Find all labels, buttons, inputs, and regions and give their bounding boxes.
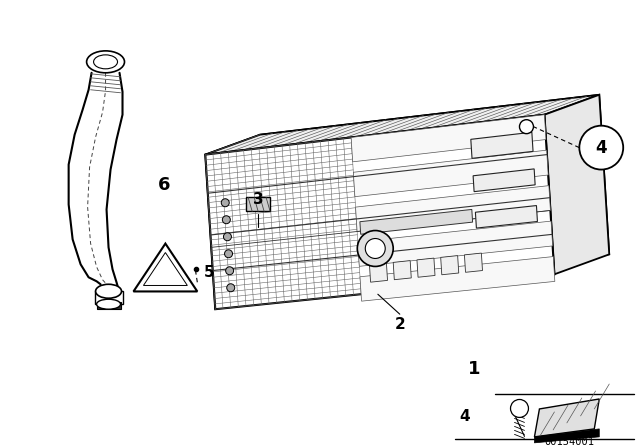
Polygon shape: [360, 257, 555, 301]
Polygon shape: [353, 150, 548, 197]
Polygon shape: [260, 95, 609, 289]
Ellipse shape: [97, 299, 120, 309]
Circle shape: [221, 199, 229, 207]
Text: 3: 3: [253, 192, 264, 207]
Polygon shape: [97, 302, 120, 309]
Circle shape: [511, 400, 529, 418]
Polygon shape: [471, 132, 533, 158]
Circle shape: [520, 120, 534, 134]
Polygon shape: [393, 261, 412, 280]
Ellipse shape: [86, 51, 125, 73]
Polygon shape: [476, 206, 538, 228]
Polygon shape: [441, 256, 459, 275]
Polygon shape: [369, 263, 388, 282]
Circle shape: [225, 250, 232, 258]
Circle shape: [357, 231, 393, 267]
Circle shape: [223, 233, 232, 241]
Text: 2: 2: [394, 317, 405, 332]
Ellipse shape: [93, 55, 118, 69]
Polygon shape: [134, 244, 197, 292]
Polygon shape: [95, 291, 122, 304]
Polygon shape: [473, 169, 535, 192]
Polygon shape: [465, 253, 483, 272]
Text: 1: 1: [468, 360, 481, 378]
Polygon shape: [351, 115, 546, 162]
Polygon shape: [205, 115, 554, 309]
Polygon shape: [356, 185, 550, 232]
Circle shape: [222, 216, 230, 224]
Circle shape: [365, 238, 385, 258]
Polygon shape: [360, 209, 472, 234]
Circle shape: [227, 284, 235, 292]
Polygon shape: [205, 135, 270, 309]
Circle shape: [579, 126, 623, 169]
Polygon shape: [417, 258, 435, 277]
Polygon shape: [534, 399, 599, 437]
Circle shape: [226, 267, 234, 275]
Text: 6: 6: [158, 176, 171, 194]
Text: 4: 4: [595, 138, 607, 157]
Polygon shape: [545, 95, 609, 274]
Text: 00154001: 00154001: [545, 437, 595, 447]
Polygon shape: [358, 221, 552, 266]
Polygon shape: [246, 198, 270, 211]
Text: 4: 4: [460, 409, 470, 424]
Polygon shape: [205, 95, 599, 155]
Text: 5: 5: [204, 265, 214, 280]
Ellipse shape: [95, 284, 122, 298]
Polygon shape: [534, 429, 599, 443]
Polygon shape: [143, 253, 188, 285]
